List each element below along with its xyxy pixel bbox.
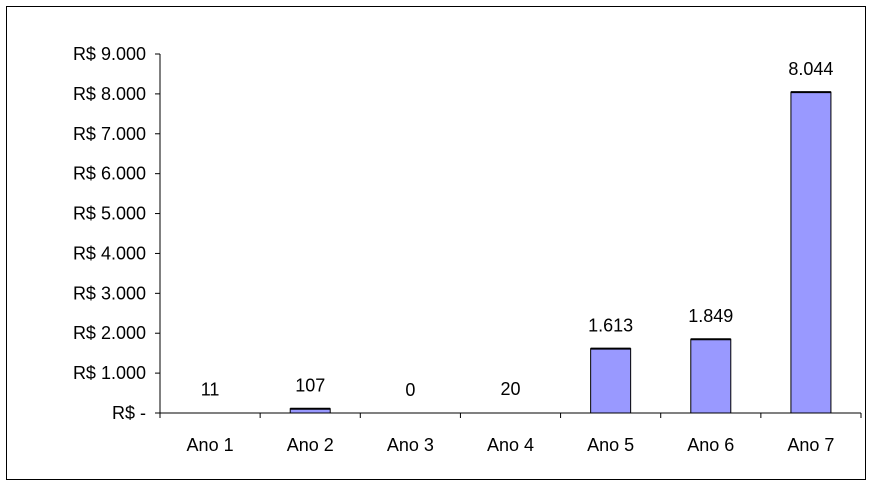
data-label: 107 bbox=[295, 376, 325, 396]
y-tick-label: R$ 4.000 bbox=[73, 243, 146, 263]
data-label: 11 bbox=[201, 380, 220, 400]
data-label: 1.849 bbox=[688, 306, 733, 326]
data-label: 1.613 bbox=[588, 316, 633, 336]
y-tick-label: R$ - bbox=[112, 403, 146, 423]
y-tick-label: R$ 5.000 bbox=[73, 204, 146, 224]
data-label: 20 bbox=[500, 379, 520, 399]
x-tick-label: Ano 5 bbox=[587, 435, 634, 455]
bar bbox=[590, 348, 632, 414]
x-tick-label: Ano 7 bbox=[787, 435, 834, 455]
x-tick-label: Ano 3 bbox=[387, 435, 434, 455]
data-label: 8.044 bbox=[788, 59, 833, 79]
y-tick-label: R$ 1.000 bbox=[73, 363, 146, 383]
y-tick-label: R$ 9.000 bbox=[73, 44, 146, 64]
y-tick-label: R$ 6.000 bbox=[73, 164, 146, 184]
bar bbox=[690, 338, 732, 414]
x-tick-label: Ano 1 bbox=[187, 435, 234, 455]
x-tick-label: Ano 6 bbox=[687, 435, 734, 455]
x-tick-label: Ano 4 bbox=[487, 435, 534, 455]
x-tick-label: Ano 2 bbox=[287, 435, 334, 455]
y-tick-label: R$ 8.000 bbox=[73, 84, 146, 104]
y-tick-label: R$ 7.000 bbox=[73, 124, 146, 144]
chart-frame: R$ - R$ 1.000 R$ 2.000 R$ 3.000 R$ 4.000 R$ 5… bbox=[6, 6, 866, 480]
bar-chart: R$ - R$ 1.000 R$ 2.000 R$ 3.000 R$ 4.000 R$ 5… bbox=[73, 44, 862, 455]
bar bbox=[790, 91, 832, 414]
y-tick-label: R$ 3.000 bbox=[73, 283, 146, 303]
y-tick-label: R$ 2.000 bbox=[73, 323, 146, 343]
data-label: 0 bbox=[405, 380, 415, 400]
